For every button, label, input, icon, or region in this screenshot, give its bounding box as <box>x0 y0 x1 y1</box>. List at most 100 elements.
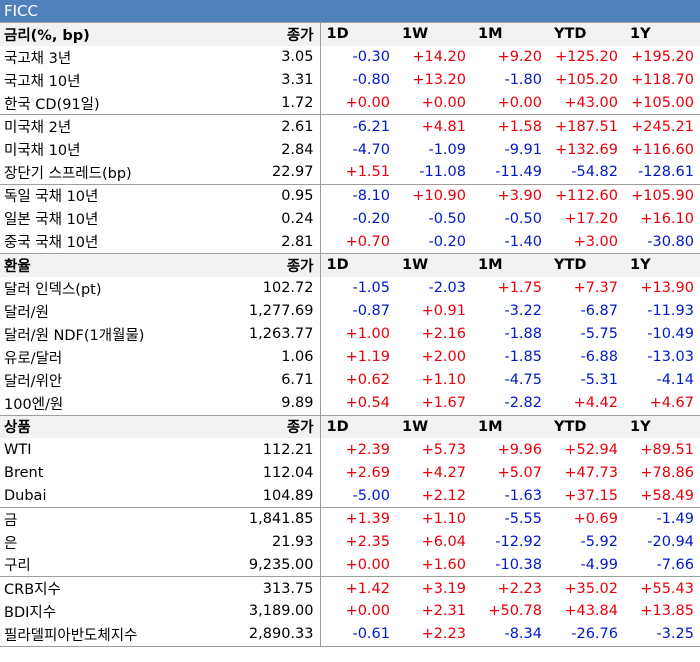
instrument-name: 은 <box>4 535 18 552</box>
change-value: +89.51 <box>640 441 694 458</box>
change-value: -10.38 <box>495 556 542 573</box>
change-value: +4.81 <box>396 114 472 138</box>
change-value: -1.63 <box>504 487 542 504</box>
instrument-name: 금 <box>0 506 210 531</box>
table-row: 달러/원 NDF(1개월물) 1,263.77 +1.00 +2.16 -1.88 -5.… <box>0 322 700 346</box>
change-value: -5.92 <box>580 534 618 551</box>
change-value: -6.21 <box>320 114 396 138</box>
change-value: -6.88 <box>580 349 618 366</box>
close-value: 2.61 <box>210 114 321 138</box>
close-column-header: 종가 <box>210 252 321 277</box>
change-value: -5.00 <box>352 487 390 504</box>
change-value: -26.76 <box>548 622 624 647</box>
change-value: +13.85 <box>640 603 694 620</box>
close-value: 3.05 <box>210 45 321 69</box>
change-value: -8.34 <box>472 622 548 647</box>
change-value: +2.35 <box>345 534 390 551</box>
change-value: -0.50 <box>504 210 542 227</box>
change-value: +6.04 <box>421 534 466 551</box>
close-value: 22.97 <box>210 161 321 185</box>
close-value: 1.06 <box>210 345 321 369</box>
change-value: -11.49 <box>495 164 542 181</box>
change-value: +78.86 <box>640 464 694 481</box>
instrument-name: Dubai <box>4 487 47 504</box>
change-value: +16.10 <box>640 210 694 227</box>
close-value: 2.84 <box>210 137 321 162</box>
period-column-header: 1Y <box>624 21 700 46</box>
close-value: 104.89 <box>210 484 321 508</box>
change-value: +55.43 <box>624 576 700 600</box>
change-value: +37.15 <box>564 487 618 504</box>
close-value: 1,277.69 <box>210 299 321 323</box>
market-data-grid: 금리(%, bp) 종가 1D 1W 1M YTD 1Y 국고채 3년 3.05 -0.30 +14… <box>0 21 700 647</box>
change-value: +4.27 <box>421 464 466 481</box>
change-value: +0.62 <box>345 372 390 389</box>
change-value: +2.31 <box>421 603 466 620</box>
table-row: 달러 인덱스(pt) 102.72 -1.05 -2.03 +1.75 +7.37 +13.… <box>0 276 700 300</box>
change-value: +0.54 <box>345 395 390 412</box>
change-value: +1.00 <box>345 326 390 343</box>
table-row: 장단기 스프레드(bp) 22.97 +1.51 -11.08 -11.49 -54.82… <box>0 161 700 185</box>
table-row: Dubai 104.89 -5.00 +2.12 -1.63 +37.15 +58.49 <box>0 484 700 508</box>
instrument-name: 달러/위안 <box>4 373 63 390</box>
change-value: -30.80 <box>647 233 694 250</box>
table-row: 한국 CD(91일) 1.72 +0.00 +0.00 +0.00 +43.00 +105.… <box>0 91 700 115</box>
table-row: Brent 112.04 +2.69 +4.27 +5.07 +47.73 +78.86 <box>0 461 700 485</box>
change-value: +4.42 <box>573 395 618 412</box>
change-value: +0.91 <box>421 303 466 320</box>
close-value: 3,189.00 <box>210 599 321 623</box>
period-column-header: YTD <box>548 252 624 277</box>
change-value: -10.49 <box>647 326 694 343</box>
change-value: +7.37 <box>573 280 618 297</box>
change-value: +0.00 <box>345 603 390 620</box>
table-row: 미국채 2년 2.61 -6.21 +4.81 +1.58 +187.51 +245.21 <box>0 114 700 138</box>
change-value: +1.60 <box>421 556 466 573</box>
table-row: 달러/원 1,277.69 -0.87 +0.91 -3.22 -6.87 -11.93 <box>0 299 700 323</box>
change-value: +58.49 <box>640 487 694 504</box>
close-value: 3.31 <box>210 68 321 92</box>
change-value: +1.10 <box>396 506 472 531</box>
change-value: -0.30 <box>352 49 390 66</box>
close-value: 313.75 <box>210 576 321 600</box>
change-value: +195.20 <box>631 49 694 66</box>
table-row: 은 21.93 +2.35 +6.04 -12.92 -5.92 -20.94 <box>0 530 700 554</box>
close-value: 9,235.00 <box>210 553 321 577</box>
section-header-label: 환율 <box>0 252 210 277</box>
change-value: +125.20 <box>555 49 618 66</box>
close-value: 0.24 <box>210 207 321 231</box>
change-value: -5.55 <box>472 506 548 531</box>
close-value: 2,890.33 <box>210 622 321 647</box>
change-value: -3.25 <box>624 622 700 647</box>
close-column-header: 종가 <box>210 414 321 439</box>
table-title: FICC <box>0 0 700 22</box>
period-column-header: YTD <box>548 21 624 46</box>
table-row: 일본 국채 10년 0.24 -0.20 -0.50 -0.50 +17.20 +16.10 <box>0 207 700 231</box>
close-value: 112.21 <box>210 438 321 462</box>
change-value: -1.05 <box>352 280 390 297</box>
change-value: +0.00 <box>421 95 466 112</box>
table-row: 국고채 3년 3.05 -0.30 +14.20 +9.20 +125.20 +195.20 <box>0 45 700 69</box>
change-value: -0.80 <box>352 72 390 89</box>
grid-body: 금리(%, bp) 종가 1D 1W 1M YTD 1Y 국고채 3년 3.05 -0.30 +14… <box>0 21 700 647</box>
change-value: +2.69 <box>345 464 390 481</box>
change-value: -11.93 <box>647 303 694 320</box>
change-value: +1.19 <box>345 349 390 366</box>
instrument-name: 독일 국채 10년 <box>0 183 210 208</box>
change-value: -0.20 <box>352 210 390 227</box>
change-value: -11.08 <box>419 164 466 181</box>
close-value: 1.72 <box>210 91 321 115</box>
close-column-header: 종가 <box>210 21 321 46</box>
change-value: +0.00 <box>345 556 390 573</box>
instrument-name: 유로/달러 <box>4 350 63 367</box>
change-value: +118.70 <box>631 72 694 89</box>
instrument-name: CRB지수 <box>0 576 210 600</box>
change-value: +1.10 <box>421 372 466 389</box>
table-row: 100엔/원 9.89 +0.54 +1.67 -2.82 +4.42 +4.67 <box>0 392 700 416</box>
section-header-row: 상품 종가 1D 1W 1M YTD 1Y <box>0 414 700 439</box>
change-value: -20.94 <box>647 534 694 551</box>
change-value: +3.90 <box>472 183 548 208</box>
change-value: +1.42 <box>320 576 396 600</box>
instrument-name: 미국채 10년 <box>4 143 81 160</box>
period-column-header: 1W <box>396 414 472 439</box>
period-column-header: 1M <box>472 414 548 439</box>
